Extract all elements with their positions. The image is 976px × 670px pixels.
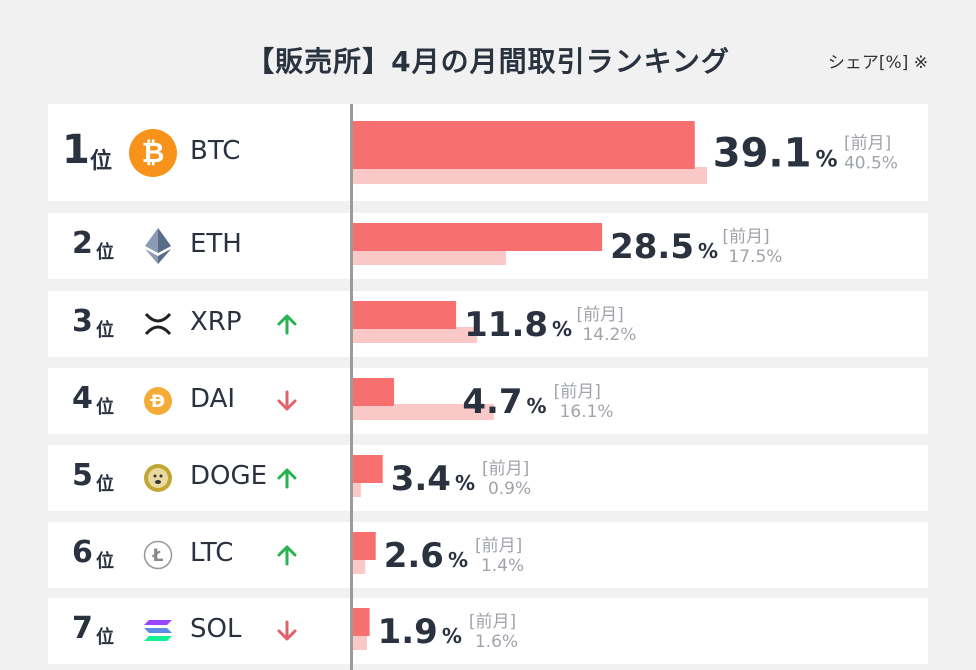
current-month-bar — [353, 608, 370, 636]
ranking-row: 3 位 XRP — [48, 291, 928, 357]
share-note: シェア[%] ※ — [827, 53, 928, 73]
rank-number: 6 — [72, 535, 93, 570]
previous-month-bar — [353, 558, 366, 574]
rank-number: 1 — [62, 126, 90, 173]
previous-month-bar — [353, 634, 367, 650]
previous-month-label: [前月] — [482, 459, 529, 479]
value-label: 4.7% — [462, 382, 546, 422]
ranking-row: 4 位 D DAI — [48, 368, 928, 434]
bitcoin-icon: ₿ — [128, 128, 178, 182]
previous-month-value: 14.2% — [582, 325, 636, 345]
arrow-up-icon — [276, 467, 298, 493]
previous-month-bar — [353, 167, 707, 184]
rank-unit: 位 — [96, 551, 114, 572]
rank-unit: 位 — [96, 320, 114, 341]
litecoin-icon: Ł — [143, 540, 173, 574]
ranking-row: 7 位 SOL — [48, 598, 928, 664]
previous-month-label: [前月] — [576, 305, 623, 325]
previous-month-label: [前月] — [722, 227, 769, 247]
chart-title: 【販売所】4月の月間取引ランキング — [246, 45, 730, 78]
coin-name: SOL — [190, 614, 242, 644]
ranking-row: 5 位 DOGE — [48, 445, 928, 511]
previous-month-bar — [353, 404, 494, 420]
rank-number: 4 — [72, 381, 93, 416]
svg-text:D: D — [151, 392, 165, 412]
arrow-up-icon — [276, 313, 298, 339]
rank-number: 3 — [72, 304, 93, 339]
previous-month-value: 16.1% — [560, 402, 614, 422]
previous-month-label: [前月] — [844, 134, 891, 154]
coin-name: DAI — [190, 384, 236, 414]
svg-text:₿: ₿ — [142, 136, 165, 169]
ranking-row: 6 位 Ł LTC — [48, 522, 928, 588]
arrow-down-icon — [276, 620, 298, 646]
current-month-bar — [353, 378, 395, 406]
previous-month-bar — [353, 481, 361, 497]
rank-number: 5 — [72, 458, 93, 493]
coin-name: LTC — [190, 538, 234, 568]
svg-text:Ł: Ł — [152, 546, 164, 566]
current-month-bar — [353, 455, 383, 483]
rank-unit: 位 — [96, 397, 114, 418]
rank-unit: 位 — [90, 148, 113, 174]
previous-month-label: [前月] — [554, 382, 601, 402]
current-month-bar — [353, 301, 457, 329]
previous-month-bar — [353, 249, 506, 265]
dogecoin-icon — [143, 463, 173, 497]
arrow-up-icon — [276, 544, 298, 570]
value-label: 28.5% — [610, 227, 718, 267]
rank-number: 2 — [72, 226, 93, 261]
arrow-down-icon — [276, 390, 298, 416]
coin-name: BTC — [190, 135, 241, 166]
previous-month-label: [前月] — [469, 612, 516, 632]
ethereum-icon — [143, 228, 173, 268]
coin-name: XRP — [190, 307, 242, 337]
previous-month-value: 0.9% — [488, 479, 531, 499]
previous-month-label: [前月] — [475, 536, 522, 556]
previous-month-value: 1.6% — [475, 632, 518, 652]
current-month-bar — [353, 121, 695, 169]
rank-unit: 位 — [96, 627, 114, 648]
previous-month-value: 17.5% — [728, 247, 782, 267]
current-month-bar — [353, 532, 376, 560]
solana-icon — [143, 619, 173, 647]
axis-divider — [350, 104, 353, 670]
previous-month-value: 1.4% — [481, 556, 524, 576]
current-month-bar — [353, 223, 603, 251]
coin-name: DOGE — [190, 461, 268, 491]
previous-month-bar — [353, 327, 478, 343]
value-label: 39.1% — [713, 131, 838, 177]
value-label: 3.4% — [391, 459, 475, 499]
value-label: 2.6% — [384, 536, 468, 576]
previous-month-value: 40.5% — [844, 154, 898, 174]
rank-unit: 位 — [96, 474, 114, 495]
xrp-icon — [144, 312, 172, 340]
rank-unit: 位 — [96, 242, 114, 263]
rank-number: 7 — [72, 611, 93, 646]
dai-icon: D — [143, 386, 173, 420]
value-label: 11.8% — [464, 305, 572, 345]
coin-name: ETH — [190, 229, 242, 259]
value-label: 1.9% — [378, 612, 462, 652]
